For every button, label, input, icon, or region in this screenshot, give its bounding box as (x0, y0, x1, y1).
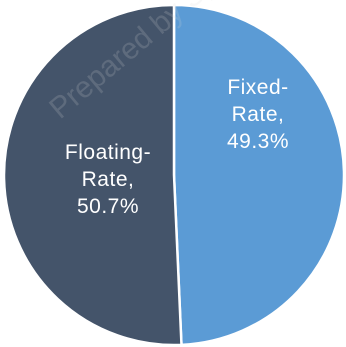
pie-label-floating-rate-line2: Rate, (82, 168, 135, 191)
pie-label-fixed-rate-line3: 49.3% (227, 130, 289, 153)
pie-label-floating-rate-line3: 50.7% (77, 195, 139, 218)
pie-label-floating-rate-line1: Floating- (65, 141, 151, 164)
pie-labels: Fixed- Rate, 49.3% Floating- Rate, 50.7% (65, 76, 289, 218)
pie-slice-floating-rate (2, 3, 183, 347)
pie-label-fixed-rate-line2: Rate, (232, 103, 285, 126)
pie-label-fixed-rate-line1: Fixed- (227, 76, 288, 99)
pie-slice-fixed-rate (172, 3, 346, 347)
pie-slices (2, 3, 346, 347)
